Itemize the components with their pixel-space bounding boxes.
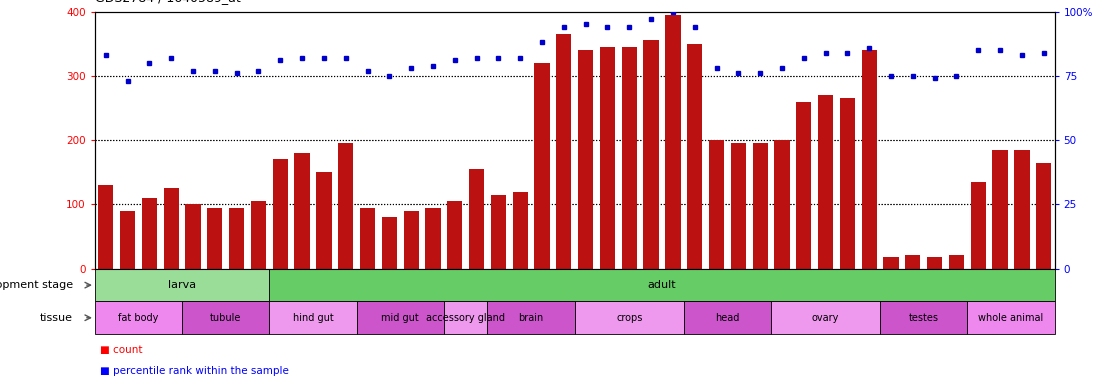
- Bar: [295, 153, 310, 269]
- Bar: [185, 204, 201, 269]
- Text: adult: adult: [647, 280, 676, 290]
- Bar: [968, 301, 1055, 334]
- Bar: [535, 63, 550, 269]
- Bar: [752, 143, 768, 269]
- Bar: [839, 98, 855, 269]
- Bar: [382, 217, 397, 269]
- Text: testes: testes: [908, 313, 939, 323]
- Text: tubule: tubule: [210, 313, 241, 323]
- Text: hind gut: hind gut: [292, 313, 334, 323]
- Bar: [425, 208, 441, 269]
- Bar: [905, 255, 921, 269]
- Bar: [818, 95, 834, 269]
- Bar: [862, 50, 877, 269]
- Text: larva: larva: [169, 280, 196, 290]
- Bar: [1036, 163, 1051, 269]
- Text: crops: crops: [616, 313, 643, 323]
- Text: brain: brain: [519, 313, 543, 323]
- Bar: [775, 140, 790, 269]
- Bar: [269, 269, 1055, 301]
- Bar: [208, 208, 222, 269]
- Bar: [359, 208, 375, 269]
- Bar: [1014, 150, 1030, 269]
- Bar: [622, 47, 637, 269]
- Bar: [95, 269, 269, 301]
- Bar: [95, 301, 182, 334]
- Text: mid gut: mid gut: [382, 313, 420, 323]
- Bar: [316, 172, 331, 269]
- Bar: [98, 185, 114, 269]
- Bar: [491, 195, 506, 269]
- Bar: [512, 192, 528, 269]
- Text: tissue: tissue: [40, 313, 73, 323]
- Bar: [709, 140, 724, 269]
- Bar: [971, 182, 985, 269]
- Bar: [556, 34, 571, 269]
- Bar: [884, 257, 898, 269]
- Bar: [731, 143, 745, 269]
- Bar: [269, 301, 357, 334]
- Text: GDS2784 / 1640589_at: GDS2784 / 1640589_at: [95, 0, 241, 4]
- Bar: [599, 47, 615, 269]
- Text: ■ count: ■ count: [100, 345, 143, 355]
- Bar: [338, 143, 354, 269]
- Bar: [182, 301, 269, 334]
- Bar: [404, 211, 418, 269]
- Bar: [771, 301, 881, 334]
- Text: development stage: development stage: [0, 280, 73, 290]
- Bar: [488, 301, 575, 334]
- Bar: [687, 44, 702, 269]
- Bar: [575, 301, 684, 334]
- Text: ■ percentile rank within the sample: ■ percentile rank within the sample: [100, 366, 289, 376]
- Bar: [949, 255, 964, 269]
- Text: whole animal: whole animal: [979, 313, 1043, 323]
- Bar: [142, 198, 157, 269]
- Bar: [448, 201, 462, 269]
- Text: ovary: ovary: [812, 313, 839, 323]
- Bar: [251, 201, 266, 269]
- Bar: [578, 50, 594, 269]
- Bar: [881, 301, 968, 334]
- Bar: [119, 211, 135, 269]
- Text: fat body: fat body: [118, 313, 158, 323]
- Text: head: head: [715, 313, 740, 323]
- Bar: [665, 15, 681, 269]
- Bar: [469, 169, 484, 269]
- Bar: [927, 257, 942, 269]
- Bar: [992, 150, 1008, 269]
- Bar: [357, 301, 444, 334]
- Bar: [229, 208, 244, 269]
- Bar: [444, 301, 488, 334]
- Bar: [644, 40, 658, 269]
- Bar: [796, 101, 811, 269]
- Bar: [684, 301, 771, 334]
- Text: accessory gland: accessory gland: [426, 313, 506, 323]
- Bar: [164, 189, 179, 269]
- Bar: [272, 159, 288, 269]
